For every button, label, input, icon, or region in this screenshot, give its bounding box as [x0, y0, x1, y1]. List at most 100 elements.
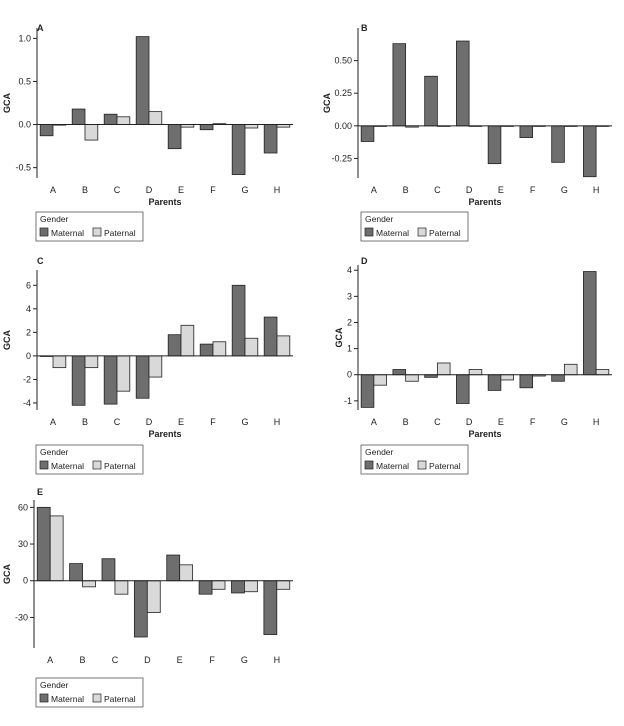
panel-label: E — [37, 487, 43, 497]
bar-maternal-h — [583, 125, 597, 178]
panel-label: D — [361, 256, 368, 266]
x-tick-label: H — [274, 655, 281, 665]
bar-paternal-d — [468, 369, 483, 376]
bar-maternal-b — [71, 108, 86, 125]
x-tick-label: D — [144, 655, 151, 665]
legend-swatch-paternal — [92, 227, 102, 237]
legend: Gender Maternal Paternal — [360, 444, 469, 475]
bar-paternal-b — [405, 374, 419, 382]
panel-label: B — [361, 23, 368, 33]
bar-maternal-b — [71, 355, 86, 406]
bar-paternal-c — [436, 362, 451, 376]
bar-paternal-e — [180, 324, 195, 357]
bar-paternal-g — [563, 363, 578, 376]
bar-maternal-b — [392, 369, 407, 376]
bar-maternal-f — [519, 125, 534, 138]
legend-swatch-maternal — [364, 460, 374, 470]
legend-label-maternal: Maternal — [376, 461, 409, 471]
y-tick-label: 30 — [18, 539, 28, 549]
legend-label-maternal: Maternal — [376, 228, 409, 238]
bar-maternal-d — [456, 374, 470, 404]
bar-paternal-f — [212, 341, 227, 357]
x-tick-label: G — [241, 655, 248, 665]
y-tick-label: 0.5 — [18, 76, 31, 86]
x-tick-label: C — [434, 417, 441, 427]
y-tick-label: 0.50 — [334, 56, 352, 66]
legend-label-maternal: Maternal — [51, 228, 84, 238]
x-tick-label: F — [210, 185, 216, 195]
x-tick-label: A — [371, 417, 377, 427]
y-tick-label: 3 — [347, 291, 352, 301]
bar-maternal-b — [69, 563, 83, 582]
x-tick-label: G — [241, 185, 248, 195]
bar-paternal-b — [84, 124, 99, 141]
legend-swatch-maternal — [39, 693, 49, 703]
legend-label-paternal: Paternal — [104, 228, 136, 238]
chart-panel-c: C 6 4 2 0 -2 -4 GCA A B C D E F G H Parents Gender Materna… — [2, 256, 293, 475]
bar-paternal-c — [116, 116, 131, 125]
x-tick-label: E — [177, 655, 183, 665]
x-axis-label: Parents — [148, 429, 181, 439]
x-tick-label: A — [50, 185, 56, 195]
bar-paternal-h — [276, 335, 291, 357]
bar-paternal-d — [148, 355, 163, 378]
bar-maternal-h — [263, 316, 278, 357]
legend-swatch-paternal — [417, 227, 427, 237]
x-tick-label: H — [593, 185, 600, 195]
bar-maternal-f — [198, 580, 213, 595]
y-tick-label: -30 — [15, 612, 28, 622]
legend-title: Gender — [40, 680, 69, 690]
bar-maternal-f — [199, 124, 214, 131]
legend-frame — [35, 211, 144, 242]
chart-panel-a: A 1.0 0.5 0.0 -0.5 GCA A B C D E F G H Parents Gender Ma… — [2, 23, 293, 242]
legend-swatch-paternal — [92, 693, 102, 703]
bar-maternal-d — [133, 580, 148, 638]
legend-label-maternal: Maternal — [51, 694, 84, 704]
legend: Gender Maternal Paternal — [35, 677, 144, 708]
panel-label: C — [37, 256, 44, 266]
bar-maternal-c — [101, 558, 116, 582]
bar-maternal-h — [263, 124, 278, 154]
y-tick-label: 1 — [347, 344, 352, 354]
legend-swatch-paternal — [417, 460, 427, 470]
x-tick-label: A — [371, 185, 377, 195]
x-tick-label: E — [178, 417, 184, 427]
bar-paternal-h — [595, 369, 610, 376]
x-tick-label: G — [241, 417, 248, 427]
chart-panel-b: B 0.50 0.25 0.00 -0.25 GCA A B C D E F G H Parents Gend… — [322, 23, 612, 242]
x-axis-label: Parents — [148, 197, 181, 207]
bar-maternal-g — [551, 374, 565, 382]
bar-paternal-a — [52, 355, 67, 369]
y-axis-label: GCA — [2, 564, 12, 585]
y-tick-label: 0 — [23, 576, 28, 586]
y-tick-label: 4 — [347, 265, 352, 275]
y-tick-label: 2 — [347, 317, 352, 327]
y-tick-label: 2 — [26, 327, 31, 337]
bar-paternal-f — [211, 580, 226, 590]
x-tick-label: D — [466, 185, 473, 195]
y-tick-label: -0.25 — [331, 153, 352, 163]
y-tick-label: 4 — [26, 304, 31, 314]
bar-maternal-e — [487, 125, 502, 165]
bar-maternal-e — [167, 334, 182, 357]
bar-maternal-g — [231, 284, 246, 357]
y-tick-label: 1.0 — [18, 33, 31, 43]
panel-label: A — [37, 23, 44, 33]
bar-maternal-d — [135, 355, 150, 399]
bar-paternal-g — [244, 580, 258, 593]
bar-maternal-g — [231, 580, 245, 594]
y-tick-label: -4 — [23, 398, 31, 408]
x-tick-label: C — [434, 185, 441, 195]
legend-title: Gender — [40, 214, 69, 224]
bar-paternal-e — [179, 564, 194, 582]
legend-title: Gender — [365, 214, 394, 224]
legend-label-paternal: Paternal — [429, 228, 461, 238]
y-tick-label: 0 — [347, 370, 352, 380]
x-tick-label: F — [530, 185, 536, 195]
bar-maternal-f — [519, 374, 534, 389]
bar-maternal-a — [36, 506, 51, 582]
x-tick-label: H — [274, 417, 281, 427]
legend-swatch-maternal — [39, 227, 49, 237]
x-tick-label: E — [498, 417, 504, 427]
